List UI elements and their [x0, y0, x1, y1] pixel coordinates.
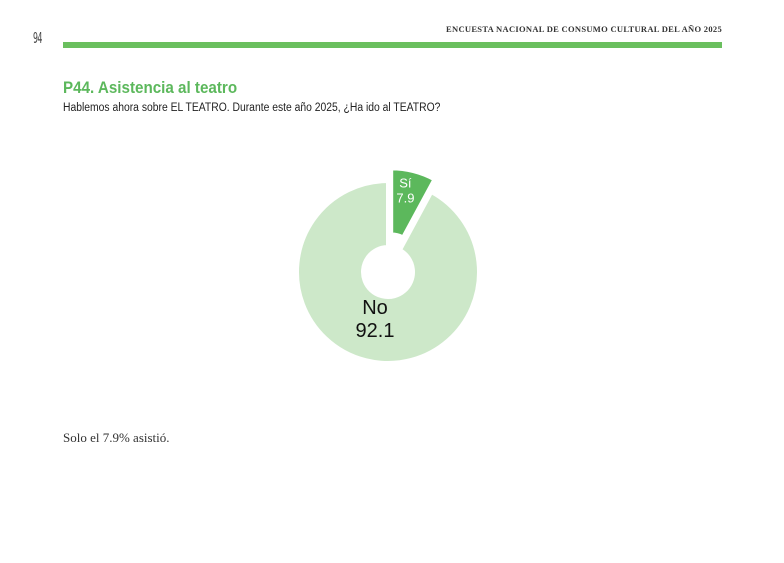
label-value-0: 7.9	[396, 190, 414, 205]
label-value-1: 92.1	[356, 320, 395, 342]
label-category-0: Sí	[399, 175, 412, 190]
label-category-1: No	[362, 297, 388, 319]
summary-text: Solo el 7.9% asistió.	[63, 430, 170, 446]
